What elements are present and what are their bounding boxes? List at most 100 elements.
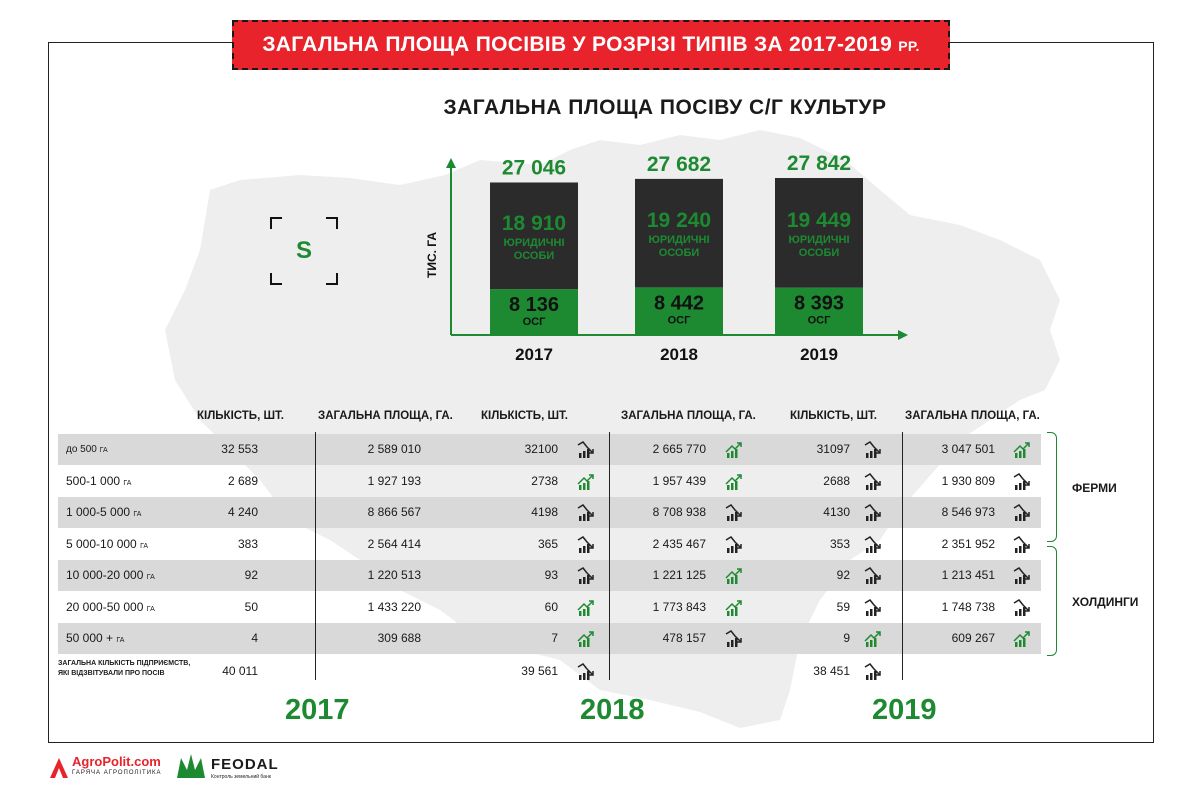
area-2017-cell: 2 564 414 [367,536,421,551]
total-count-2019-cell: 38 451 [813,664,850,678]
area-2019-cell: 2 351 952 [941,536,995,551]
trend-down-icon [577,663,594,680]
total-row-label-line2: ЯКІ ВІДЗВІТУВАЛИ ПРО ПОСІВ [58,670,165,677]
trend-down-icon [864,567,881,584]
trend-up-icon [577,631,594,647]
y-axis-label: ТИС. ГА [425,232,439,278]
trend-down-icon [1013,598,1030,616]
bar-osg-value-label: 8 442 [654,292,704,314]
area-2018-cell: 1 221 125 [652,568,706,582]
trend-down-icon [1013,472,1030,490]
bar-osg-value-label: 8 393 [794,293,844,315]
trend-down-icon [864,472,881,490]
row-range-label: 5 000-10 000 [66,536,141,551]
bar-legal-2018 [635,178,723,288]
year-divider-line [902,432,903,680]
trend-down-icon [577,567,594,584]
count-2017-cell: 4 [251,631,258,645]
trend-down-icon [725,630,742,647]
area-2019-cell: 1 930 809 [941,473,995,488]
trend-up-icon [864,631,881,647]
count-2017-cell: 4 240 [227,505,258,519]
area-2019-cell: 1 748 738 [941,599,995,614]
farms-bracket [1047,432,1057,542]
trend-up-icon [1013,442,1030,458]
x-tick-label: 2017 [515,345,553,364]
column-header: ЗАГАЛЬНА ПЛОЩА, ГА. [318,410,453,422]
x-tick-label: 2019 [800,345,838,364]
row-range-label: до 500 [66,444,100,455]
row-label: 50 000 + ГА [66,623,124,654]
bar-osg-caption: ОСГ [668,314,692,326]
row-unit-label: ГА [140,542,149,550]
area-2018-cell: 8 708 938 [652,505,706,519]
title-banner: ЗАГАЛЬНА ПЛОЩА ПОСІВІВ У РОЗРІЗІ ТИПІВ З… [232,20,950,70]
trend-down-icon [864,504,881,521]
x-tick-label: 2018 [660,345,698,364]
area-2019-cell: 8 546 973 [941,505,995,519]
group-label-farms: ФЕРМИ [1072,481,1117,495]
area-2018-cell: 2 665 770 [652,442,706,456]
column-header: КІЛЬКІСТЬ, ШТ. [197,410,284,422]
row-range-label: 50 000 + [66,631,117,645]
feodal-crown-icon [177,754,205,778]
area-2018-cell: 2 435 467 [652,536,706,551]
row-unit-label: ГА [146,605,155,613]
bar-legal-caption-1: ЮРИДИЧНІ [648,234,709,246]
count-2018-cell: 4198 [531,505,558,519]
count-2017-cell: 2 689 [227,473,258,488]
count-2017-cell: 32 553 [221,442,258,456]
trend-down-icon [577,504,594,521]
year-divider-line [609,432,610,680]
row-label: 10 000-20 000 ГА [66,560,155,591]
row-unit-label: ГА [133,511,142,518]
trend-up-icon [725,568,742,584]
area-2019-cell: 1 213 451 [941,568,995,582]
trend-down-icon [725,535,742,553]
trend-down-icon [577,441,594,458]
row-label: 1 000-5 000 ГА [66,497,141,528]
area-2017-cell: 1 927 193 [367,473,421,488]
count-2018-cell: 32100 [524,442,558,456]
row-range-label: 20 000-50 000 [66,599,147,614]
bar-legal-caption-1: ЮРИДИЧНІ [788,234,849,246]
trend-down-icon [864,663,881,680]
chart-title: ЗАГАЛЬНА ПЛОЩА ПОСІВУ С/Г КУЛЬТУР [443,96,887,119]
row-label: до 500 ГА [66,434,108,465]
count-2019-cell: 2688 [823,473,850,488]
area-2018-cell: 1 957 439 [652,473,706,488]
count-2019-cell: 353 [829,536,850,551]
row-range-label: 500-1 000 [66,473,124,488]
row-range-label: 1 000-5 000 [66,505,134,519]
holdings-bracket [1047,546,1057,656]
total-row-label-line1: ЗАГАЛЬНА КІЛЬКІСТЬ ПІДПРИЄМСТВ, [58,660,191,667]
count-2018-cell: 93 [544,568,558,582]
area-2017-cell: 1 220 513 [367,568,421,582]
agropolit-name: AgroPolit.com [72,754,161,769]
agropolit-mark-icon [50,758,68,778]
y-axis-arrow-icon [446,158,456,168]
table-row-bg [58,623,1041,654]
bar-total-label: 27 842 [787,152,851,175]
area-2017-cell: 8 866 567 [367,505,421,519]
bar-legal-value-label: 19 240 [647,209,711,232]
bar-osg-caption: ОСГ [808,315,832,327]
year-label-2017: 2017 [285,694,350,726]
trend-down-icon [864,598,881,616]
trend-down-icon [864,441,881,458]
s-logo-icon: S [270,217,338,285]
count-2019-cell: 31097 [816,442,850,456]
trend-up-icon [725,442,742,458]
trend-up-icon [1013,631,1030,647]
trend-up-icon [725,473,742,490]
trend-up-icon [725,599,742,616]
row-range-label: 10 000-20 000 [66,568,147,582]
total-count-2017-cell: 40 011 [222,664,258,678]
count-2019-cell: 9 [843,631,850,645]
bar-osg-value-label: 8 136 [509,294,559,316]
bar-legal-caption-2: ОСОБИ [659,247,700,259]
trend-down-icon [1013,567,1030,584]
row-unit-label: ГА [123,479,132,487]
count-2017-cell: 92 [244,568,258,582]
